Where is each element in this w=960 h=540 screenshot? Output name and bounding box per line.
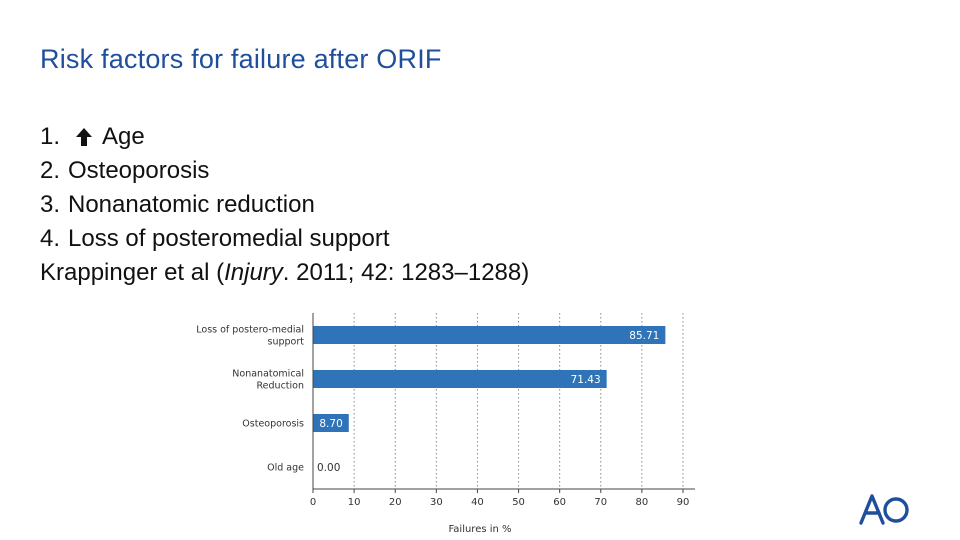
x-tick-label: 60: [553, 497, 566, 508]
x-tick-label: 40: [471, 497, 484, 508]
list-text: Age: [102, 123, 145, 150]
list-number: 4.: [40, 225, 61, 252]
x-axis-title: Failures in %: [448, 524, 511, 535]
ao-logo: [858, 492, 912, 531]
up-arrow-icon: [76, 128, 92, 146]
bar: [313, 326, 666, 344]
category-label: Reduction: [257, 381, 305, 392]
bar-value-label: 71.43: [571, 374, 601, 386]
failure-bar-chart: 85.71 Loss of postero-medial support 71.43 N…: [170, 305, 710, 537]
list-item: 3. Nonanatomic reduction: [40, 188, 529, 222]
bar-value-label: 0.00: [317, 462, 340, 474]
x-tick-label: 30: [430, 497, 443, 508]
x-tick-label: 90: [677, 497, 690, 508]
citation-prefix: Krappinger et al (: [40, 259, 225, 286]
list-number: 3.: [40, 191, 61, 218]
list-text: Loss of posteromedial support: [68, 225, 390, 252]
citation-suffix: . 2011; 42: 1283–1288): [282, 259, 530, 286]
category-label: Osteoporosis: [242, 419, 304, 430]
citation-journal: Injury: [224, 259, 283, 286]
category-label: Nonanatomical: [232, 369, 304, 380]
x-tick-label: 0: [310, 497, 316, 508]
citation: Krappinger et al (Injury. 2011; 42: 1283…: [40, 256, 529, 290]
bar-value-label: 8.70: [319, 418, 342, 430]
risk-factor-list: 1. Age 2. Osteoporosis 3. Nonanatomic re…: [40, 120, 529, 290]
category-label: Old age: [267, 463, 304, 474]
list-text: Osteoporosis: [68, 157, 210, 184]
x-tick-label: 70: [594, 497, 607, 508]
bar-value-label: 85.71: [629, 330, 659, 342]
slide-title: Risk factors for failure after ORIF: [40, 44, 442, 74]
category-label: support: [268, 337, 305, 348]
x-tick-label: 50: [512, 497, 525, 508]
x-tick-label: 20: [389, 497, 402, 508]
list-item: 1. Age: [40, 120, 529, 154]
category-label: Loss of postero-medial: [196, 325, 304, 336]
list-number: 2.: [40, 157, 61, 184]
list-item: 4. Loss of posteromedial support: [40, 222, 529, 256]
list-text: Nonanatomic reduction: [68, 191, 315, 218]
list-number: 1.: [40, 123, 61, 150]
list-item: 2. Osteoporosis: [40, 154, 529, 188]
bar: [313, 414, 349, 432]
x-tick-label: 80: [636, 497, 649, 508]
bar: [313, 370, 607, 388]
x-tick-label: 10: [348, 497, 361, 508]
